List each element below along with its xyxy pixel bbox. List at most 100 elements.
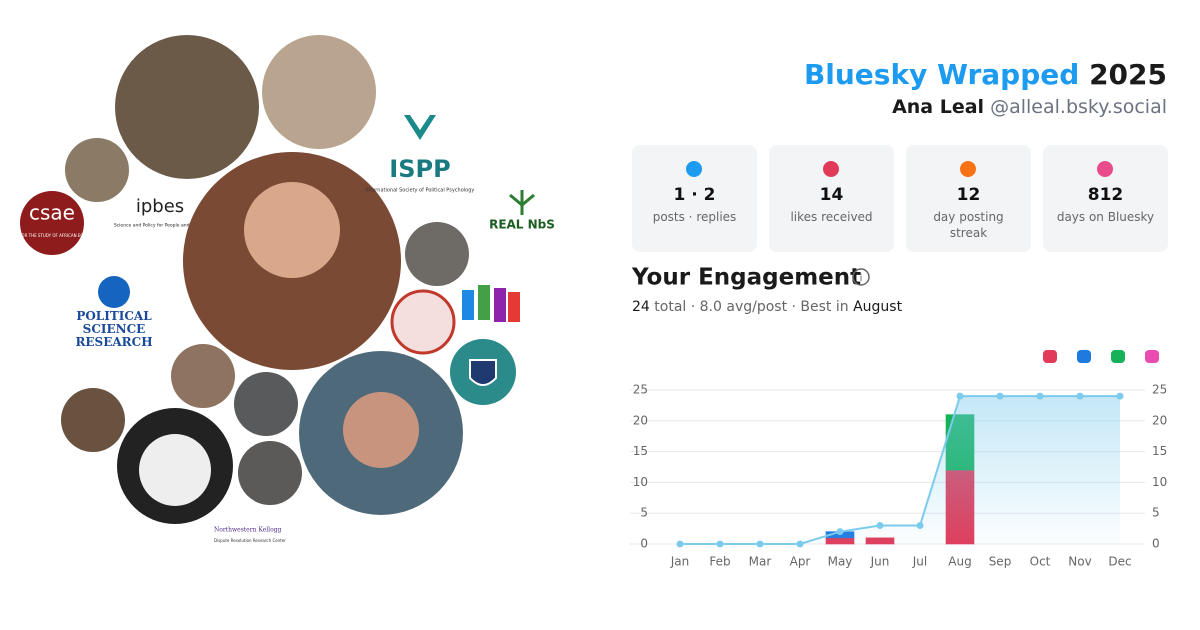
y2-tick-label: 5: [1152, 506, 1160, 520]
x-tick-label: Sep: [989, 555, 1012, 569]
x-tick-label: Jul: [912, 555, 927, 569]
x-tick-label: Apr: [790, 555, 811, 569]
x-tick-label: Jun: [870, 555, 890, 569]
line-point: [996, 392, 1004, 400]
logo-text: POLITICAL SCIENCE RESEARCH: [75, 310, 153, 349]
y-tick-label: 5: [640, 506, 648, 520]
line-point: [676, 540, 684, 548]
x-tick-label: Jan: [670, 555, 690, 569]
stat-icon: [960, 161, 976, 177]
avatar: [234, 372, 298, 436]
logo-text: ISPP: [389, 155, 450, 183]
line-point: [916, 522, 924, 530]
avatar: [238, 441, 302, 505]
summary-total: 24: [632, 299, 650, 315]
stat-value: 12: [956, 185, 981, 205]
stat-value: 812: [1087, 185, 1124, 205]
stat-card: 1 · 2 posts · replies: [632, 145, 757, 252]
line-point: [876, 522, 884, 530]
stat-icon: [686, 161, 702, 177]
stat-value: 14: [819, 185, 844, 205]
legend-icon[interactable]: [1145, 350, 1159, 363]
stat-card: 812 days on Bluesky: [1043, 145, 1168, 252]
logo-text: csae: [29, 201, 75, 225]
user-handle: @alleal.bsky.social: [990, 96, 1167, 118]
avatar-face: [343, 392, 419, 468]
avatar: [65, 138, 129, 202]
x-tick-label: Mar: [749, 555, 772, 569]
logo-text: ipbes: [136, 196, 184, 217]
info-icon[interactable]: [852, 268, 870, 286]
logo-ispp-mark: [404, 115, 436, 140]
stat-label: posts · replies: [652, 210, 737, 224]
logo-text: Science and Policy for People and Nature: [114, 223, 207, 229]
logo-people: [462, 285, 520, 322]
user-line: Ana Leal @alleal.bsky.social: [892, 96, 1167, 118]
legend-icon[interactable]: [1111, 350, 1125, 363]
stat-label: likes received: [790, 210, 873, 224]
chart: 0 5 10 15 20 25 0 5 10 15 20 25 Jan Feb Mar Apr May Jun Ju…: [630, 383, 1167, 569]
avatar-cloud: csae CENTRE FOR THE STUDY OF AFRICAN ECO…: [2, 35, 555, 543]
logo-seal: [390, 289, 456, 355]
logo-text: Dispute Resolution Research Center: [214, 538, 286, 543]
x-tick-label: Feb: [709, 555, 730, 569]
avatar-face: [244, 182, 340, 278]
avatar-face: [139, 434, 211, 506]
logo-shield: [469, 359, 497, 386]
logo-text: REAL NbS: [489, 218, 555, 232]
line-point: [796, 540, 804, 548]
y2-tick-label: 20: [1152, 413, 1167, 427]
title-year: 2025: [1089, 58, 1167, 91]
y-tick-label: 15: [633, 444, 648, 458]
user-name: Ana Leal: [892, 96, 984, 118]
legend-icon[interactable]: [1043, 350, 1057, 363]
y-tick-label: 20: [633, 413, 648, 427]
y2-tick-label: 15: [1152, 444, 1167, 458]
summary-text: total · 8.0 avg/post · Best in: [654, 299, 848, 315]
legend: [1043, 350, 1159, 363]
summary-best: August: [853, 299, 903, 315]
x-tick-label: Oct: [1030, 555, 1051, 569]
summary: 24 total · 8.0 avg/post · Best in August: [632, 299, 903, 315]
line-point: [716, 540, 724, 548]
line-point: [956, 392, 964, 400]
logo-psr-icon: [98, 276, 130, 308]
title-brand: Bluesky Wrapped: [804, 58, 1079, 91]
section-title: Your Engagement: [631, 265, 861, 291]
avatar: [262, 35, 376, 149]
line-point: [756, 540, 764, 548]
line: [680, 395, 1120, 545]
y-tick-label: 10: [633, 475, 648, 489]
info-icon-glyph: i: [860, 273, 863, 284]
stat-icon: [1097, 161, 1113, 177]
logo-nbs-tree: [509, 190, 535, 215]
y2-tick-label: 10: [1152, 475, 1167, 489]
y2-tick-label: 25: [1152, 383, 1167, 397]
logo-text: International Society of Political Psych…: [366, 188, 475, 194]
stat-icon: [823, 161, 839, 177]
line-point: [1036, 392, 1044, 400]
avatar: [61, 388, 125, 452]
x-tick-label: Dec: [1108, 555, 1131, 569]
y2-tick-label: 0: [1152, 537, 1160, 551]
logo-text: Northwestern Kellogg: [214, 527, 282, 534]
line-point: [1076, 392, 1084, 400]
line-point: [836, 528, 844, 536]
legend-icon[interactable]: [1077, 350, 1091, 363]
avatar: [115, 35, 259, 179]
logo-psr: POLITICAL SCIENCE RESEARCH: [75, 310, 153, 349]
stat-card: 14 likes received: [769, 145, 894, 252]
stat-card: 12 day posting streak: [906, 145, 1031, 252]
title: Bluesky Wrapped 2025: [804, 58, 1167, 91]
y-tick-label: 25: [633, 383, 648, 397]
x-tick-label: Aug: [948, 555, 971, 569]
line-point: [1116, 392, 1124, 400]
logo-text: CENTRE FOR THE STUDY OF AFRICAN ECONOMIE…: [2, 233, 103, 238]
avatar: [405, 222, 469, 286]
logo-csae: [20, 191, 84, 255]
stat-label: day posting streak: [933, 210, 1004, 240]
area: [680, 396, 1120, 544]
stat-label: days on Bluesky: [1056, 210, 1155, 224]
